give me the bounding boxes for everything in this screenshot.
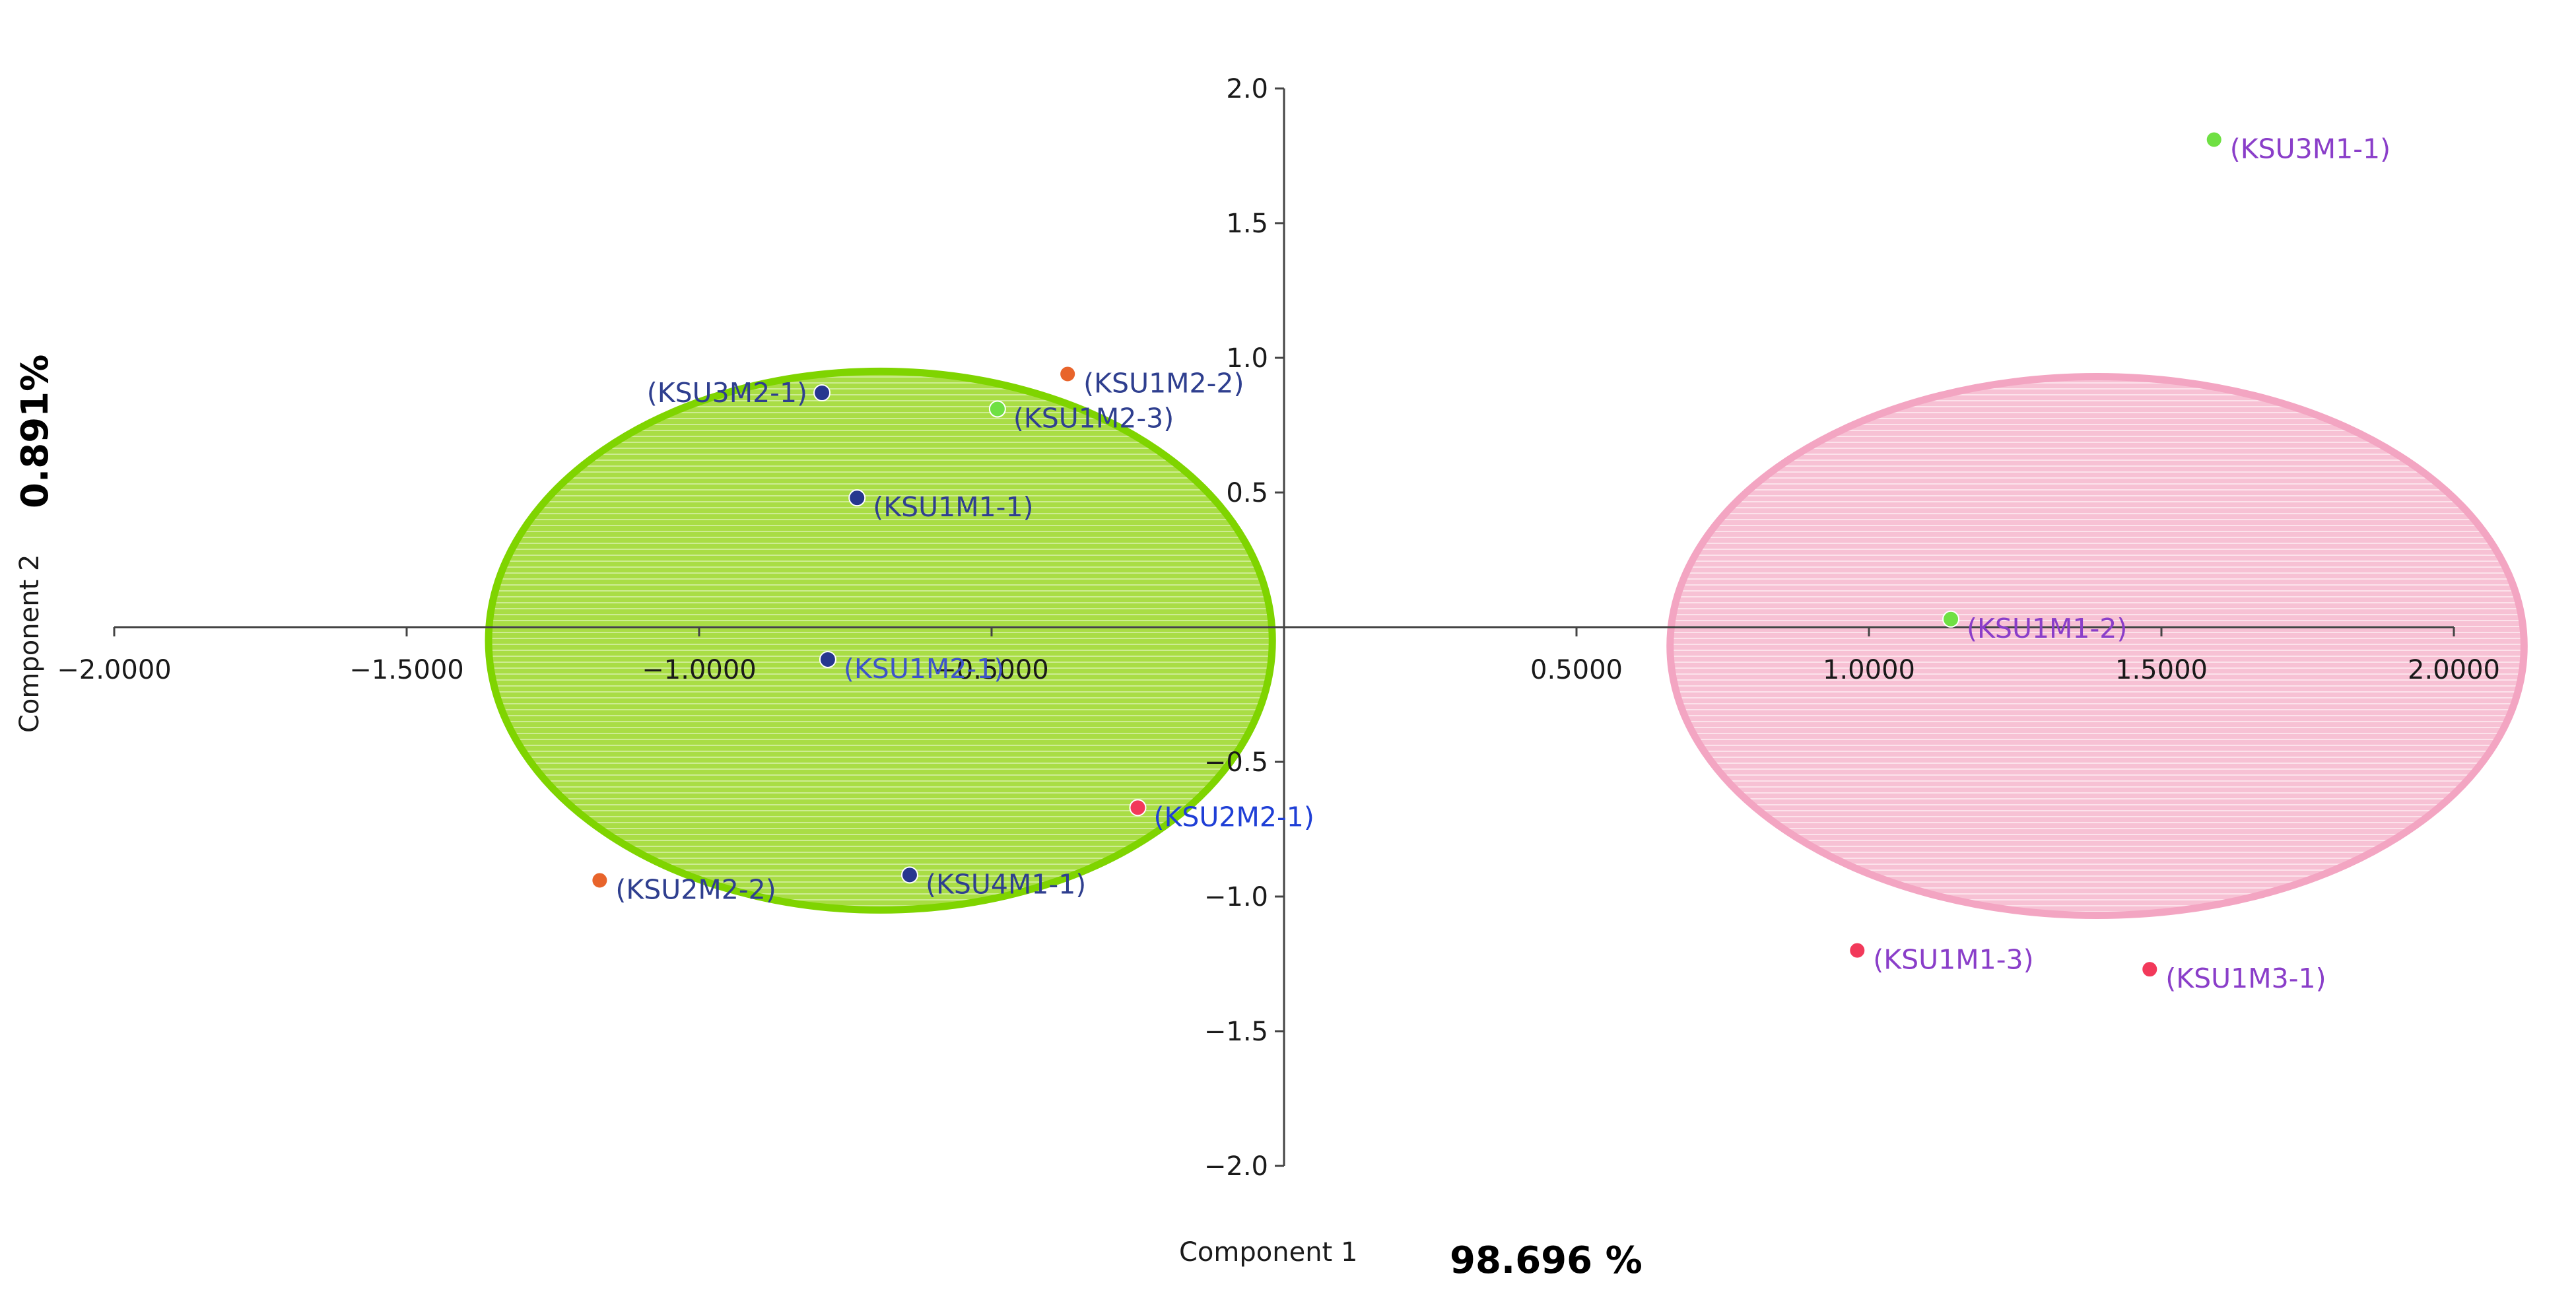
data-point xyxy=(2141,961,2159,978)
cluster-ellipse-2 xyxy=(1666,373,2528,920)
x-tick-label: −2.0000 xyxy=(57,655,171,685)
x-tick-label: 2.0000 xyxy=(2408,655,2500,685)
data-point xyxy=(2205,131,2223,149)
data-point-label: (KSU2M2-1) xyxy=(1154,801,1314,832)
data-point-label: (KSU3M2-1) xyxy=(647,377,807,409)
data-point xyxy=(1059,365,1077,383)
y-tick-label: −0.5 xyxy=(1204,747,1268,778)
x-tick-label: −0.5000 xyxy=(934,655,1048,685)
data-point-label: (KSU1M1-2) xyxy=(1967,613,2127,644)
x-tick-label: −1.5000 xyxy=(349,655,463,685)
x-tick-label: 1.0000 xyxy=(1823,655,1915,685)
y-tick-label: 1.5 xyxy=(1226,209,1268,239)
x-tick-label: 0.5000 xyxy=(1530,655,1623,685)
data-point xyxy=(819,650,836,668)
data-point-label: (KSU1M2-1) xyxy=(844,653,1004,685)
y-tick-label: −1.5 xyxy=(1204,1017,1268,1047)
x-tick-label: 1.5000 xyxy=(2115,655,2208,685)
x-axis-title: Component 1 xyxy=(1179,1237,1357,1268)
y-axis-title: Component 2 xyxy=(15,555,45,733)
data-point xyxy=(1848,941,1866,959)
data-point xyxy=(813,384,831,402)
data-point-label: (KSU4M1-1) xyxy=(926,868,1086,900)
y-variance-label: 0.891% xyxy=(14,355,57,508)
data-point-label: (KSU1M2-2) xyxy=(1083,367,1244,399)
y-tick-label: 2.0 xyxy=(1226,74,1268,104)
axes: −2.0000 −1.5000 −1.0000 −0.5000 0.5000 1.0000… xyxy=(57,74,2500,1182)
data-point-label: (KSU1M1-3) xyxy=(1873,944,2033,976)
axis-titles: Component 1 98.696 % Component 2 0.891% xyxy=(14,355,1643,1282)
data-point xyxy=(591,871,609,889)
data-point xyxy=(1942,610,1960,628)
data-point-label: (KSU1M1-1) xyxy=(873,491,1033,523)
data-points: (KSU3M2-1) (KSU1M2-2) (KSU1M2-3) (KSU1M1-1)… xyxy=(591,131,2390,994)
y-tick-label: −1.0 xyxy=(1204,882,1268,912)
y-tick-label: −2.0 xyxy=(1204,1151,1268,1182)
data-point xyxy=(900,866,918,884)
cluster-ellipse-1 xyxy=(485,367,1276,914)
data-point xyxy=(1129,799,1147,817)
data-point-label: (KSU1M2-3) xyxy=(1013,403,1174,434)
data-point-label: (KSU2M2-2) xyxy=(615,874,776,906)
data-point xyxy=(848,489,866,507)
y-tick-label: 0.5 xyxy=(1226,478,1268,508)
y-tick-label: 1.0 xyxy=(1226,343,1268,374)
x-variance-label: 98.696 % xyxy=(1450,1239,1643,1282)
data-point-label: (KSU3M1-1) xyxy=(2230,133,2390,165)
data-point-label: (KSU1M3-1) xyxy=(2165,963,2326,994)
data-point xyxy=(988,400,1006,418)
cluster-ellipses xyxy=(485,367,2528,920)
x-tick-label: −1.0000 xyxy=(642,655,756,685)
